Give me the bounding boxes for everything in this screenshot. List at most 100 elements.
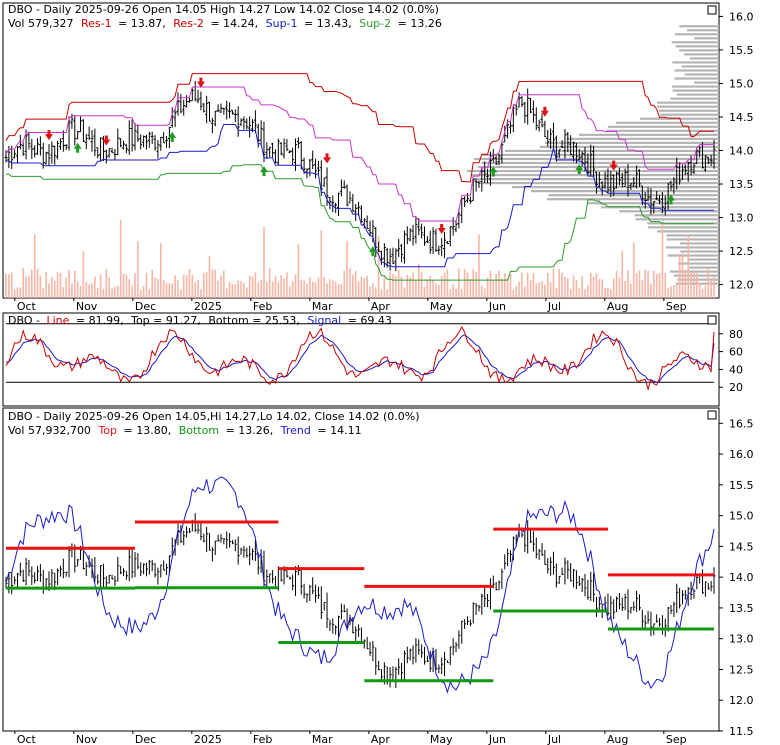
volume-bar: [343, 270, 346, 298]
volume-bar: [693, 269, 695, 298]
volume-bar: [85, 281, 88, 298]
volume-bar: [412, 272, 414, 298]
volume-profile-bar: [635, 218, 719, 221]
volume-bar: [111, 288, 113, 298]
volume-bar: [142, 286, 145, 298]
volume-bar: [220, 275, 222, 298]
volume-bar: [228, 281, 231, 298]
trend-y-axis-label: 13.0: [729, 633, 754, 646]
trend-x-axis-label: Jul: [547, 733, 561, 745]
trend-panel-header-line1: DBO - Daily 2025-09-26 Open 14.05,Hi 14.…: [8, 410, 420, 423]
volume-value: Vol 579,327: [8, 17, 73, 30]
volume-bar: [257, 282, 260, 298]
volume-profile-bar: [679, 25, 719, 28]
volume-bar: [429, 276, 432, 298]
buy-arrow-icon: [168, 131, 177, 142]
oscillator-panel-close-box[interactable]: [707, 315, 717, 325]
volume-bar: [303, 280, 305, 298]
volume-bar: [334, 281, 337, 298]
volume-bar: [681, 253, 684, 298]
volume-bar: [472, 268, 475, 298]
volume-bar: [653, 270, 655, 298]
volume-bar: [521, 272, 523, 298]
trend-y-axis-label: 14.0: [729, 571, 754, 584]
volume-bar: [664, 272, 667, 298]
volume-bar: [377, 235, 380, 298]
axes: 16.0 15.5 15.0 14.5 14.0 13.5 13.0 12.5 12.0 80 60…: [14, 10, 754, 745]
volume-bar: [403, 287, 406, 298]
volume-bar: [119, 219, 122, 298]
volume-bar: [452, 284, 454, 298]
volume-bar: [372, 282, 374, 298]
oscillator-y-axis-label: 40: [729, 363, 743, 376]
volume-bar: [320, 230, 323, 298]
volume-bar: [248, 275, 251, 298]
volume-bar: [79, 285, 82, 298]
volume-profile-bar: [504, 149, 719, 153]
volume-profile-bar: [694, 37, 719, 40]
volume-bar: [360, 276, 363, 298]
volume-bar: [263, 226, 265, 298]
volume-profile-bar: [531, 190, 719, 193]
volume-profile-bar: [681, 65, 719, 68]
oscillator-signal-value: = 69.43: [348, 314, 392, 327]
volume-bar: [157, 279, 159, 298]
trend-series: [5, 476, 715, 694]
oscillator-y-axis-label: 80: [729, 328, 743, 341]
volume-bar: [632, 242, 635, 298]
volume-bar: [380, 289, 383, 298]
volume-bar: [30, 269, 33, 298]
trend-x-axis-label: Feb: [253, 733, 272, 745]
sell-arrow-icon: [196, 77, 205, 88]
sell-arrow-icon: [437, 224, 446, 235]
volume-bar: [76, 281, 79, 298]
volume-bar: [180, 289, 182, 298]
volume-profile-bar: [684, 53, 719, 56]
res2-value: = 14.24,: [210, 17, 258, 30]
volume-bar: [188, 268, 191, 298]
volume-profile-bar: [566, 137, 719, 140]
trend-y-axis-label: 16.0: [729, 448, 754, 461]
volume-bar: [165, 283, 168, 298]
price-x-axis-label: Mar: [312, 300, 333, 313]
volume-bar: [435, 283, 437, 298]
buy-arrow-icon: [73, 142, 82, 153]
volume-bar: [704, 285, 707, 298]
volume-bar: [601, 279, 604, 298]
trend-y-axis-label: 15.0: [729, 510, 754, 523]
volume-bar: [300, 279, 303, 298]
volume-profile-bar: [672, 89, 719, 92]
trend-panel-close-box[interactable]: [707, 410, 717, 420]
volume-bar: [42, 287, 45, 298]
volume-bar: [595, 273, 598, 298]
volume-bar: [16, 287, 19, 298]
volume-bar: [641, 279, 644, 298]
price-y-axis-label: 12.0: [729, 279, 754, 292]
price-panel-close-box[interactable]: [707, 5, 717, 15]
volume-bar: [635, 273, 638, 298]
volume-bar: [661, 224, 664, 298]
oscillator-panel-header: DBO - Line = 81.99, Top = 91.27, Bottom …: [8, 314, 392, 327]
sup2-line: [6, 164, 714, 281]
volume-bar: [538, 282, 540, 298]
volume-profile-bar: [675, 45, 719, 48]
volume-profile-bar: [671, 41, 719, 44]
oscillator-signal-series: [5, 334, 715, 383]
volume-bar: [501, 278, 503, 298]
trend-y-axis-label: 13.5: [729, 602, 754, 615]
volume-bar: [415, 280, 417, 298]
volume-profile-bar: [470, 173, 719, 177]
volume-bar: [492, 280, 495, 298]
volume-bar: [277, 282, 280, 298]
volume-bar: [329, 279, 331, 298]
volume-bar: [630, 284, 632, 298]
volume-bar: [13, 289, 16, 298]
volume-profile-bar: [482, 153, 719, 157]
volume-bar: [337, 284, 340, 298]
volume-bar: [148, 289, 151, 298]
volume-bar: [552, 268, 555, 298]
oscillator-bottom-label: Bottom = 25.53,: [208, 314, 300, 327]
volume-bar: [294, 274, 297, 298]
volume-profile-bar: [678, 262, 719, 265]
volume-bar: [675, 284, 678, 298]
